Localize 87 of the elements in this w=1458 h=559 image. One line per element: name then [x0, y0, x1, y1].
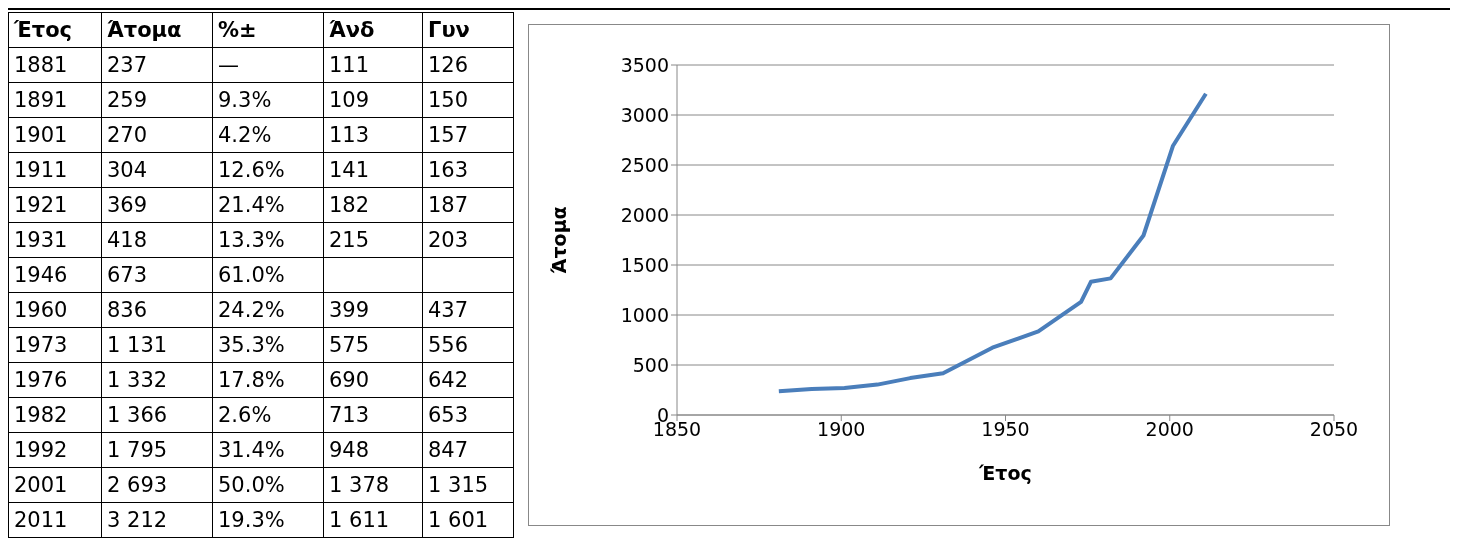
data-label: —: [212, 47, 324, 83]
data-label: 1 378: [323, 467, 423, 503]
line-series: [776, 91, 1208, 394]
category-label: 1973: [8, 327, 102, 363]
data-label: 418: [101, 222, 213, 258]
data-label: 1 332: [101, 362, 213, 398]
category-label: 2011: [8, 502, 102, 538]
data-label: 17.8%: [212, 362, 324, 398]
y-tick-label: 2500: [620, 153, 669, 176]
data-label: 157: [422, 117, 514, 153]
category-label: 1931: [8, 222, 102, 258]
text: Έτος: [8, 12, 102, 48]
data-label: 836: [101, 292, 213, 328]
x-tick-label: 2050: [1309, 418, 1359, 441]
data-label: 150: [422, 82, 514, 118]
data-label: 556: [422, 327, 514, 363]
category-label: 1946: [8, 257, 102, 293]
category-label: 1921: [8, 187, 102, 223]
data-label: 673: [101, 257, 213, 293]
data-label: 21.4%: [212, 187, 324, 223]
y-tick-label: 2000: [620, 203, 669, 226]
data-label: 304: [101, 152, 213, 188]
data-label: 642: [422, 362, 514, 398]
data-label: 4.2%: [212, 117, 324, 153]
data-label: 575: [323, 327, 423, 363]
data-label: 35.3%: [212, 327, 324, 363]
data-label: 187: [422, 187, 514, 223]
legend-label: Γυν: [422, 12, 514, 48]
x-axis-title: Έτος: [978, 462, 1032, 484]
data-label: 141: [323, 152, 423, 188]
data-label: 215: [323, 222, 423, 258]
data-label: 237: [101, 47, 213, 83]
x-tick-label: 1950: [981, 418, 1030, 441]
data-label: 13.3%: [212, 222, 324, 258]
category-label: 1901: [8, 117, 102, 153]
data-label: 259: [101, 82, 213, 118]
data-label: 61.0%: [212, 257, 324, 293]
category-label: 1982: [8, 397, 102, 433]
data-label: 9.3%: [212, 82, 324, 118]
x-tick-label: 1900: [817, 418, 866, 441]
text: Άνδ: [323, 12, 423, 48]
data-label: 163: [422, 152, 514, 188]
category-label: 1992: [8, 432, 102, 468]
category-label: 1881: [8, 47, 102, 83]
data-label: 399: [323, 292, 423, 328]
data-label: 3 212: [101, 502, 213, 538]
data-label: 19.3%: [212, 502, 324, 538]
y-tick-label: 3500: [620, 53, 669, 76]
data-label: 653: [422, 397, 514, 433]
data-label: 1 795: [101, 432, 213, 468]
data-label: 203: [422, 222, 514, 258]
data-label: 690: [323, 362, 423, 398]
data-label: 1 315: [422, 467, 514, 503]
data-label: 1 601: [422, 502, 514, 538]
category-label: 1960: [8, 292, 102, 328]
data-label: 2 693: [101, 467, 213, 503]
legend-label: Άτομα: [101, 12, 213, 48]
data-label: 24.2%: [212, 292, 324, 328]
data-label: 31.4%: [212, 432, 324, 468]
data-label: 1 611: [323, 502, 423, 538]
x-tick-label: 2000: [1145, 418, 1194, 441]
data-label: 369: [101, 187, 213, 223]
y-tick-label: 500: [632, 353, 669, 376]
data-label: 111: [323, 47, 423, 83]
data-label: 113: [323, 117, 423, 153]
text: %±: [212, 12, 324, 48]
y-axis-title: Άτομα: [547, 206, 570, 274]
y-tick-label: 1500: [620, 253, 669, 276]
category-label: 2001: [8, 467, 102, 503]
data-label: 12.6%: [212, 152, 324, 188]
data-label: 126: [422, 47, 514, 83]
data-label: 270: [101, 117, 213, 153]
data-label: 109: [323, 82, 423, 118]
y-tick-label: 3000: [620, 103, 669, 126]
data-label: 437: [422, 292, 514, 328]
data-label: 50.0%: [212, 467, 324, 503]
data-label: 713: [323, 397, 423, 433]
data-label: 948: [323, 432, 423, 468]
y-tick-label: 1000: [620, 303, 669, 326]
data-label: 2.6%: [212, 397, 324, 433]
data-label: 1 131: [101, 327, 213, 363]
data-label: 182: [323, 187, 423, 223]
category-label: 1976: [8, 362, 102, 398]
category-label: 1891: [8, 82, 102, 118]
data-label: 847: [422, 432, 514, 468]
category-label: 1911: [8, 152, 102, 188]
data-label: 1 366: [101, 397, 213, 433]
